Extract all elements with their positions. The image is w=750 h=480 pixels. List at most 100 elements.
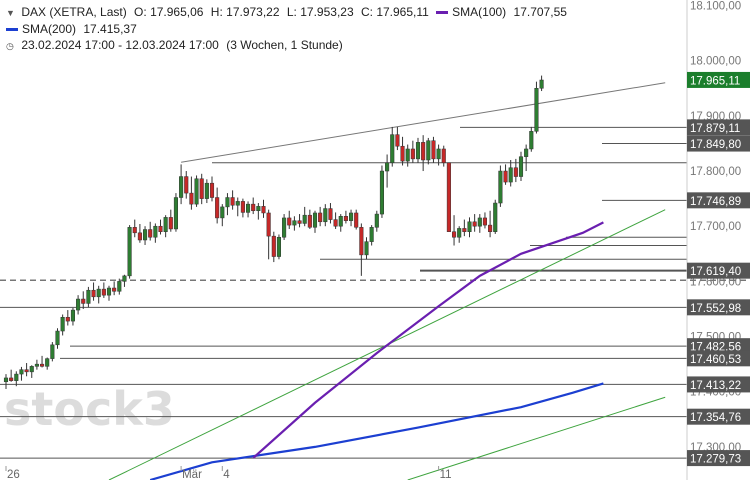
candle-body [472,221,477,227]
candle-body [539,79,544,89]
candle-body [302,214,307,224]
candle-body [168,217,173,230]
candle-body [452,231,457,238]
candle-body [518,156,524,177]
sma200-row: SMA(200) 17.415,37 [6,22,137,36]
candle-body [374,213,379,228]
price-level-label: 17.460,53 [690,354,741,366]
candle-body [287,217,292,226]
candle-body [122,275,127,282]
candle-body [189,192,194,205]
candle-body [333,219,338,227]
sma200-swatch [6,28,18,32]
candle-body [395,134,400,147]
candle-body [143,229,148,241]
sma200-line [149,382,604,480]
price-level-label: 17.552,98 [690,303,741,315]
sma100-line [252,221,604,459]
price-level-label: 17.354,76 [690,412,741,424]
candle-body [81,298,86,304]
candle-body [441,148,446,164]
candle-body [359,227,364,256]
price-level-label: 17.619,40 [690,266,741,278]
candle-body [482,217,487,226]
collapse-triangle-icon[interactable]: ▼ [6,8,15,18]
candle-body [86,289,91,304]
candle-body [9,377,14,381]
open-value: 17.965,06 [150,5,204,19]
close-label: C: [360,5,373,19]
candle-body [24,369,29,373]
candle-body [493,202,498,232]
candle-body [323,208,328,223]
clock-icon: ◷ [6,41,14,51]
candle-body [235,201,240,206]
candle-body [307,214,312,228]
candle-body [312,212,318,228]
range-row: ◷ 23.02.2024 17:00 - 12.03.2024 17:00 (3… [6,38,343,52]
candle-body [364,241,369,256]
date-range: 23.02.2024 17:00 - 12.03.2024 17:00 [21,38,219,52]
candle-body [179,176,184,198]
candle-body [220,206,225,219]
candle-body [209,182,215,198]
candle-body [112,287,117,292]
price-level-box [687,135,750,152]
candle-body [513,167,518,177]
y-tick-label: 17.600,00 [690,276,741,288]
candle-body [163,217,168,232]
candle-body [3,377,9,383]
candle-body [137,232,142,241]
candle-body [173,197,178,230]
candle-body [400,145,405,162]
symbol-label: DAX (XETRA, Last) [21,5,127,19]
candle-body [45,358,50,367]
x-tick-label: 11 [440,469,452,480]
high-label: H: [210,5,223,19]
y-tick-label: 18.100,00 [690,1,741,13]
candle-body [354,212,359,228]
candle-body [446,162,451,232]
candle-body [338,216,343,227]
candle-body [488,224,493,232]
sma200-label: SMA(200) [22,22,77,36]
candle-body [153,225,158,238]
candle-body [467,221,472,232]
candle-body [55,330,60,346]
candle-body [349,212,354,221]
support-trendline-2 [407,396,666,480]
candle-body [385,162,390,172]
candle-body [261,206,266,214]
candle-body [101,288,106,296]
candle-body [405,148,410,162]
sma100-label: SMA(100) [452,5,507,19]
candle-body [426,140,431,161]
ohlc-row: ▼ DAX (XETRA, Last) O: 17.965,06 H: 17.9… [6,5,567,19]
y-tick-label: 18.000,00 [690,56,741,68]
high-value: 17.973,22 [226,5,280,19]
candle-body [292,220,297,226]
candle-body [19,369,24,375]
candle-body [158,225,163,232]
candle-body [34,363,39,367]
candle-body [343,216,348,221]
current-price-box [687,71,750,88]
candle-body [524,148,529,157]
candle-body [534,88,539,132]
period-label: (3 Wochen, 1 Stunde) [226,38,343,52]
candle-body [76,298,81,311]
candle-body [91,289,96,298]
candle-body [225,197,230,208]
candle-body [117,281,122,292]
resistance-trendline [181,82,666,163]
candle-body [240,201,245,213]
x-tick-label: Mär [182,469,202,480]
y-tick-label: 17.700,00 [690,221,741,233]
price-level-label: 17.849,80 [690,139,741,151]
x-tick-label: 26 [7,469,20,480]
current-price-label: 17.965,11 [690,75,740,87]
candle-body [215,197,220,219]
price-level-box [687,408,750,425]
candle-body [251,203,256,212]
